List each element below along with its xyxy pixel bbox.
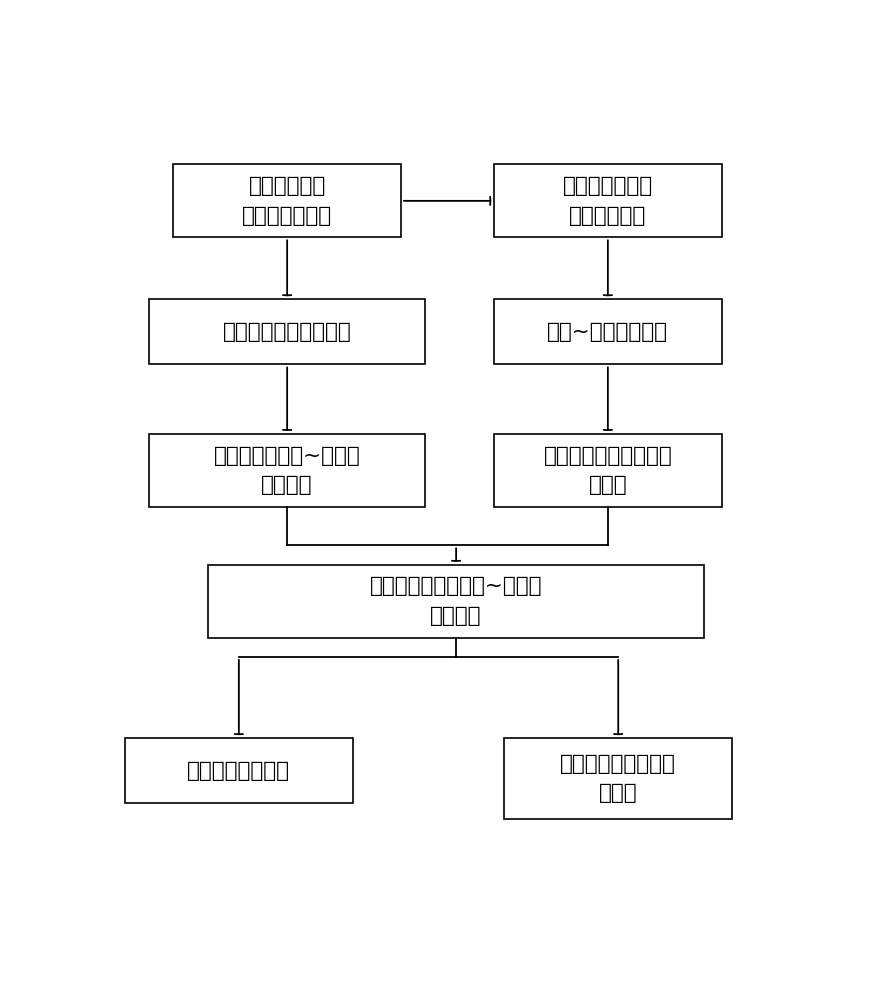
Text: 沿河村落河道
纵、横断面测量: 沿河村落河道 纵、横断面测量 [242,176,332,226]
Text: 居民户高程、位置测量: 居民户高程、位置测量 [222,322,352,342]
Text: 一、居民户高程~起点距
关系计算: 一、居民户高程~起点距 关系计算 [214,446,360,495]
Bar [494,299,722,364]
Text: 四、成灾水位计算: 四、成灾水位计算 [188,761,290,781]
Text: 水位~流量关系计算: 水位~流量关系计算 [547,322,668,342]
Bar [208,565,705,638]
Text: 五、危险区人口统计
及划分: 五、危险区人口统计 及划分 [561,754,676,803]
Bar [494,164,722,237]
Text: 二、不同频率洪水水面
线计算: 二、不同频率洪水水面 线计算 [544,446,672,495]
Bar [125,738,352,803]
Bar [505,738,732,819]
Bar [150,299,425,364]
Text: 三、不同频率水面线~居民户
高程判定: 三、不同频率水面线~居民户 高程判定 [370,576,542,626]
Text: 沿河村落短历时
暴雨洪水计算: 沿河村落短历时 暴雨洪水计算 [562,176,653,226]
Bar [494,434,722,507]
Bar [174,164,401,237]
Bar [150,434,425,507]
